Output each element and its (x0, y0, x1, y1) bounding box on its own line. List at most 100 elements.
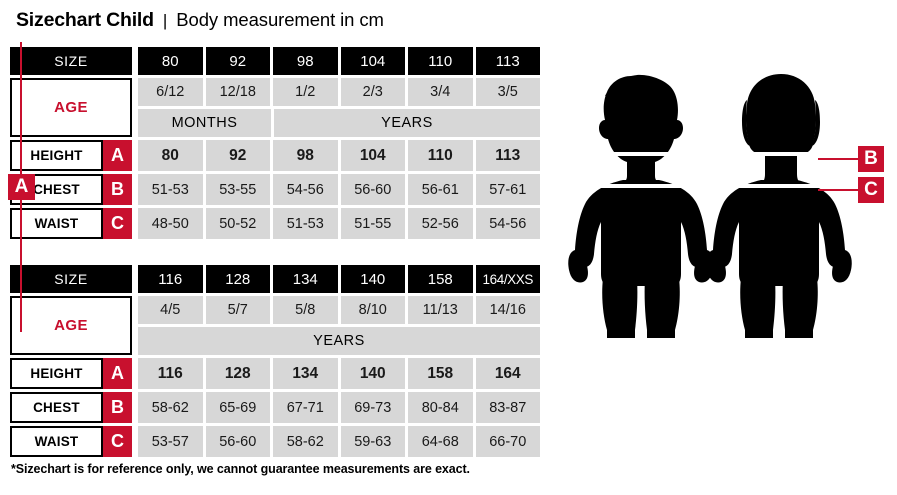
size-header-cell: 140 (340, 265, 405, 293)
age-unit-months: MONTHS (138, 109, 271, 137)
size-header-cell: 110 (408, 47, 473, 75)
measurement-badge-b: B (103, 174, 132, 205)
size-header-cell: 113 (475, 47, 540, 75)
callout-badge-a: A (8, 174, 35, 200)
size-header-cells: 80 92 98 104 110 113 (138, 47, 540, 75)
age-row-group: AGE 4/5 5/7 5/8 8/10 11/13 14/16 YEARS (10, 296, 540, 355)
measurement-cell: 80 (138, 140, 203, 171)
measurement-cell: 51-53 (273, 208, 338, 239)
size-header-cell: 164/XXS (475, 265, 540, 293)
measurement-cell: 164 (475, 358, 540, 389)
size-header-cell: 80 (138, 47, 203, 75)
measurement-values: 48-50 50-52 51-53 51-55 52-56 54-56 (138, 208, 540, 239)
measurement-cell: 51-53 (138, 174, 203, 205)
measurement-cell: 56-60 (340, 174, 405, 205)
table-header-row: SIZE 80 92 98 104 110 113 (10, 47, 540, 75)
age-row-group: AGE 6/12 12/18 1/2 2/3 3/4 3/5 MONTHS YE… (10, 78, 540, 137)
size-header-label: SIZE (10, 265, 132, 293)
table-row: WAIST C 48-50 50-52 51-53 51-55 52-56 54… (10, 208, 540, 239)
measurement-label-zone: CHEST B (10, 392, 132, 423)
title-separator: | (162, 11, 168, 30)
age-cell: 14/16 (475, 296, 540, 324)
measurement-cell: 57-61 (475, 174, 540, 205)
measurement-cell: 80-84 (408, 392, 473, 423)
measurement-values: 80 92 98 104 110 113 (138, 140, 540, 171)
measurement-cell: 83-87 (475, 392, 540, 423)
measurement-cell: 110 (408, 140, 473, 171)
age-label: AGE (10, 296, 132, 355)
measurement-cell: 58-62 (138, 392, 203, 423)
measurement-values: 116 128 134 140 158 164 (138, 358, 540, 389)
measurement-badge-b: B (103, 392, 132, 423)
title-subtitle-text: Body measurement in cm (176, 9, 384, 30)
measurement-label-zone: WAIST C (10, 208, 132, 239)
measurement-badge-c: C (103, 426, 132, 457)
measurement-badge-a: A (103, 358, 132, 389)
page-title: Sizechart Child | Body measurement in cm (16, 9, 384, 32)
size-header-cell: 134 (273, 265, 338, 293)
measurement-cell: 54-56 (475, 208, 540, 239)
size-header-cell: 116 (138, 265, 203, 293)
footnote-disclaimer: *Sizechart is for reference only, we can… (11, 462, 470, 476)
title-main-text: Sizechart Child (16, 9, 154, 31)
age-cell: 6/12 (138, 78, 203, 106)
table-row: CHEST B 58-62 65-69 67-71 69-73 80-84 83… (10, 392, 540, 423)
measurement-badge-c: C (103, 208, 132, 239)
girl-silhouette (706, 74, 852, 338)
measurement-label-zone: WAIST C (10, 426, 132, 457)
measurement-label-zone: HEIGHT A (10, 140, 132, 171)
age-values-row: 4/5 5/7 5/8 8/10 11/13 14/16 (138, 296, 540, 324)
size-header-cell: 92 (205, 47, 270, 75)
measurement-label: HEIGHT (10, 358, 103, 389)
measurement-cell: 53-57 (138, 426, 203, 457)
measurement-cell: 140 (340, 358, 405, 389)
sizechart-table-large: SIZE 116 128 134 140 158 164/XXS AGE 4/5… (10, 265, 540, 460)
measurement-label: WAIST (10, 426, 103, 457)
measurement-badge-a: A (103, 140, 132, 171)
measurement-cell: 54-56 (273, 174, 338, 205)
measurement-cell: 59-63 (340, 426, 405, 457)
age-cell: 5/8 (273, 296, 338, 324)
measurement-cell: 51-55 (340, 208, 405, 239)
measurement-cell: 48-50 (138, 208, 203, 239)
measurement-cell: 128 (205, 358, 270, 389)
measurement-cell: 92 (205, 140, 270, 171)
age-cell: 12/18 (205, 78, 270, 106)
age-cell: 3/4 (408, 78, 473, 106)
age-cell: 3/5 (475, 78, 540, 106)
measurement-cell: 52-56 (408, 208, 473, 239)
measurement-cell: 67-71 (273, 392, 338, 423)
measurement-values: 51-53 53-55 54-56 56-60 56-61 57-61 (138, 174, 540, 205)
table-row: HEIGHT A 116 128 134 140 158 164 (10, 358, 540, 389)
age-cell: 5/7 (205, 296, 270, 324)
measurement-label-zone: HEIGHT A (10, 358, 132, 389)
table-row: HEIGHT A 80 92 98 104 110 113 (10, 140, 540, 171)
age-cell: 1/2 (273, 78, 338, 106)
measurement-values: 53-57 56-60 58-62 59-63 64-68 66-70 (138, 426, 540, 457)
age-values-group: 4/5 5/7 5/8 8/10 11/13 14/16 YEARS (138, 296, 540, 355)
measurement-cell: 104 (340, 140, 405, 171)
measurement-cell: 98 (273, 140, 338, 171)
measurement-cell: 50-52 (205, 208, 270, 239)
measurement-cell: 69-73 (340, 392, 405, 423)
size-header-cells: 116 128 134 140 158 164/XXS (138, 265, 540, 293)
measurement-cell: 56-61 (408, 174, 473, 205)
measurement-cell: 158 (408, 358, 473, 389)
measurement-cell: 64-68 (408, 426, 473, 457)
size-header-cell: 98 (273, 47, 338, 75)
sizechart-table-small: SIZE 80 92 98 104 110 113 AGE 6/12 12/18… (10, 47, 540, 242)
measurement-cell: 56-60 (205, 426, 270, 457)
age-cell: 8/10 (340, 296, 405, 324)
age-cell: 2/3 (340, 78, 405, 106)
age-units-row: MONTHS YEARS (138, 109, 540, 137)
age-unit-years: YEARS (274, 109, 540, 137)
size-header-cell: 128 (205, 265, 270, 293)
boy-chest-measure-line (601, 152, 681, 156)
age-cell: 4/5 (138, 296, 203, 324)
age-label: AGE (10, 78, 132, 137)
boy-silhouette (568, 74, 714, 338)
measurement-cell: 58-62 (273, 426, 338, 457)
girl-chest-measure-line (739, 152, 819, 156)
table-row: CHEST B 51-53 53-55 54-56 56-60 56-61 57… (10, 174, 540, 205)
callout-badge-b: B (858, 146, 884, 172)
